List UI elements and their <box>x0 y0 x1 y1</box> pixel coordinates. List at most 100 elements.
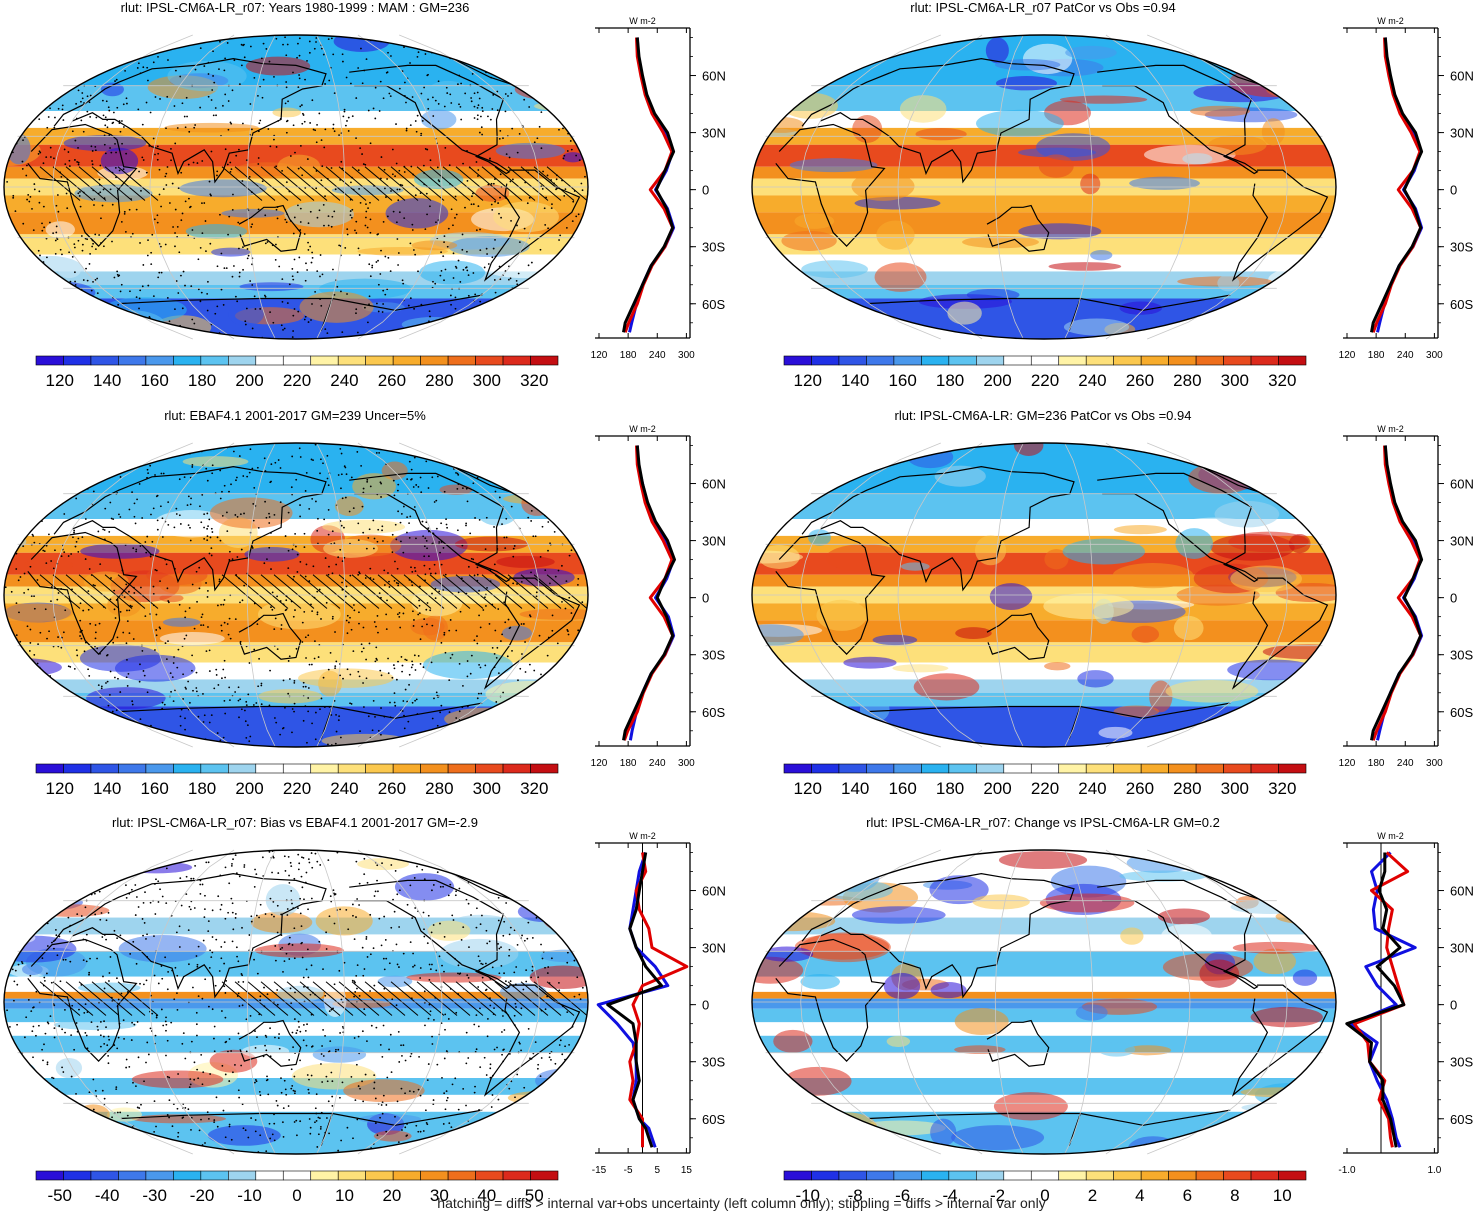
stipple-dot <box>57 297 59 299</box>
stipple-dot <box>229 1038 231 1040</box>
stipple-dot <box>88 974 90 976</box>
stipple-dot <box>518 459 520 461</box>
stipple-dot <box>151 541 153 543</box>
stipple-dot <box>335 188 337 190</box>
stipple-dot <box>11 699 13 701</box>
stipple-dot <box>550 46 552 48</box>
colorbar-tick-label: 240 <box>1078 371 1106 390</box>
stipple-dot <box>50 1015 52 1017</box>
stipple-dot <box>120 858 122 860</box>
stipple-dot <box>68 555 70 557</box>
stipple-dot <box>446 527 448 529</box>
stipple-dot <box>307 1074 309 1076</box>
stipple-dot <box>159 888 161 890</box>
stipple-dot <box>530 745 532 747</box>
stipple-dot <box>97 849 99 851</box>
stipple-dot <box>187 1108 189 1110</box>
stipple-dot <box>293 233 295 235</box>
stipple-dot <box>427 329 429 331</box>
stipple-dot <box>198 1149 200 1151</box>
stipple-dot <box>156 743 158 745</box>
stipple-dot <box>28 495 30 497</box>
stipple-dot <box>307 634 309 636</box>
stipple-dot <box>341 582 343 584</box>
stipple-dot <box>438 80 440 82</box>
stipple-dot <box>448 740 450 742</box>
stipple-dot <box>55 240 57 242</box>
stipple-dot <box>580 925 582 927</box>
stipple-dot <box>228 687 230 689</box>
stipple-dot <box>516 280 518 282</box>
stipple-dot <box>166 658 168 660</box>
stipple-dot <box>507 655 509 657</box>
stipple-dot <box>297 554 299 556</box>
stipple-dot <box>425 609 427 611</box>
stipple-dot <box>571 327 573 329</box>
stipple-dot <box>394 561 396 563</box>
stipple-dot <box>101 912 103 914</box>
stipple-dot <box>548 887 550 889</box>
stipple-dot <box>172 676 174 678</box>
stipple-dot <box>540 710 542 712</box>
stipple-dot <box>316 33 318 35</box>
profile-unit-label: W m-2 <box>629 424 656 434</box>
stipple-dot <box>102 100 104 102</box>
stipple-dot <box>44 712 46 714</box>
stipple-dot <box>294 533 296 535</box>
stipple-dot <box>28 201 30 203</box>
stipple-dot <box>582 500 584 502</box>
stipple-dot <box>410 441 412 443</box>
stipple-dot <box>211 714 213 716</box>
stipple-dot <box>500 965 502 967</box>
colorbar-swatch <box>448 764 475 773</box>
stipple-dot <box>99 919 101 921</box>
stipple-dot <box>282 329 284 331</box>
profile-line-1 <box>1378 446 1422 741</box>
stipple-dot <box>227 164 229 166</box>
stipple-dot <box>232 912 234 914</box>
stipple-dot <box>12 109 14 111</box>
stipple-dot <box>175 508 177 510</box>
stipple-dot <box>126 897 128 899</box>
stipple-dot <box>411 1053 413 1055</box>
stipple-dot <box>81 1124 83 1126</box>
stipple-dot <box>318 113 320 115</box>
stipple-dot <box>35 1035 37 1037</box>
stipple-dot <box>150 556 152 558</box>
stipple-dot <box>552 898 554 900</box>
stipple-dot <box>589 1143 591 1145</box>
stipple-dot <box>43 206 45 208</box>
stipple-dot <box>450 657 452 659</box>
stipple-dot <box>53 1077 55 1079</box>
stipple-dot <box>366 58 368 60</box>
stipple-dot <box>157 146 159 148</box>
stipple-dot <box>478 315 480 317</box>
stipple-dot <box>385 614 387 616</box>
stipple-dot <box>51 694 53 696</box>
stipple-dot <box>381 1056 383 1058</box>
stipple-dot <box>526 938 528 940</box>
stipple-dot <box>111 241 113 243</box>
stipple-dot <box>57 459 59 461</box>
stipple-dot <box>553 306 555 308</box>
stipple-dot <box>537 1068 539 1070</box>
stipple-dot <box>108 980 110 982</box>
stipple-dot <box>284 1080 286 1082</box>
stipple-dot <box>33 739 35 741</box>
stipple-dot <box>445 1108 447 1110</box>
stipple-dot <box>362 682 364 684</box>
stipple-dot <box>168 1117 170 1119</box>
stipple-dot <box>351 217 353 219</box>
stipple-dot <box>94 914 96 916</box>
stipple-dot <box>511 650 513 652</box>
stipple-dot <box>547 70 549 72</box>
stipple-dot <box>141 157 143 159</box>
stipple-dot <box>184 285 186 287</box>
stipple-dot <box>105 116 107 118</box>
stipple-dot <box>277 872 279 874</box>
stipple-dot <box>384 188 386 190</box>
stipple-dot <box>76 649 78 651</box>
stipple-dot <box>411 584 413 586</box>
stipple-dot <box>412 610 414 612</box>
stipple-dot <box>197 964 199 966</box>
